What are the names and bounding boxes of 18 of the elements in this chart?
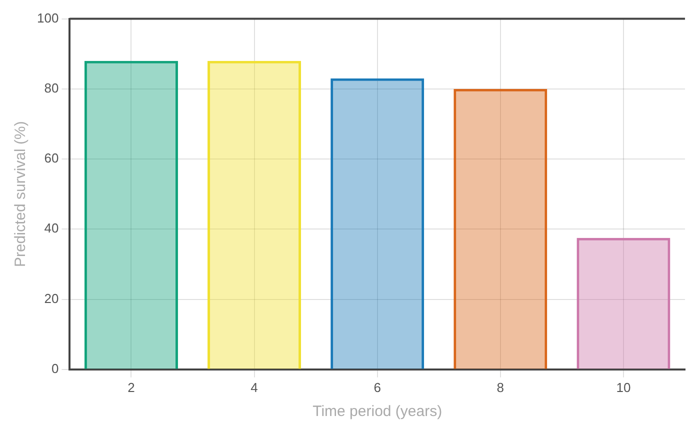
bar	[454, 88, 548, 369]
bar	[208, 60, 302, 369]
y-tick-label: 40	[44, 220, 59, 236]
bar	[84, 60, 178, 369]
x-tick-label: 4	[250, 380, 258, 395]
bar	[576, 238, 670, 369]
y-tick-label: 20	[44, 290, 59, 306]
x-tick-label: 8	[496, 380, 504, 395]
x-tick-label: 6	[374, 380, 381, 395]
x-axis-title: Time period (years)	[312, 403, 442, 420]
y-tick-label: 100	[36, 10, 59, 26]
bar	[330, 78, 424, 369]
y-axis-title: Predicted survival (%)	[12, 121, 30, 268]
y-tick-label: 60	[44, 150, 59, 166]
x-tick-label: 2	[128, 380, 135, 395]
y-tick-label: 0	[51, 360, 59, 376]
x-tick-label: 10	[616, 380, 631, 395]
y-tick-label: 80	[44, 80, 59, 96]
